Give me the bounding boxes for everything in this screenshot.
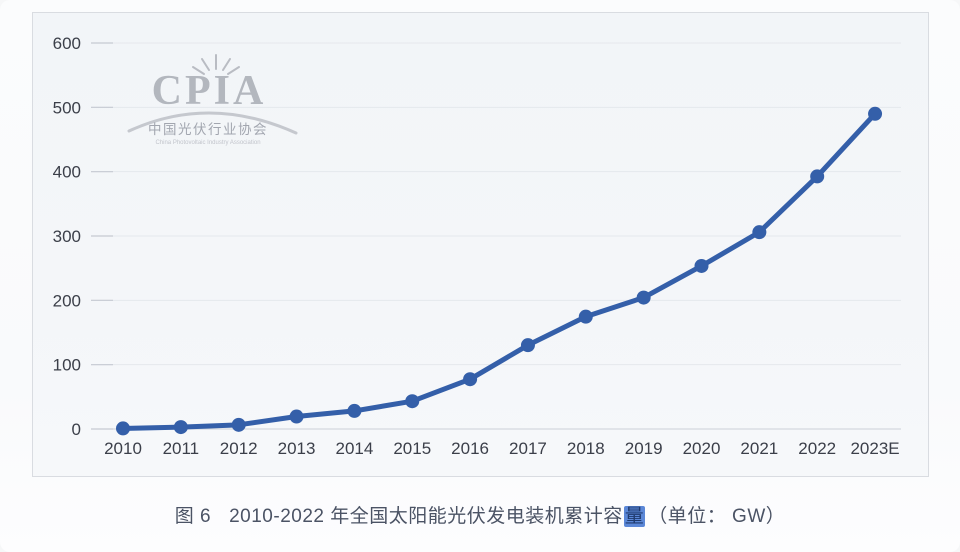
y-axis-tick-label: 600 xyxy=(53,34,81,53)
x-axis-tick-label: 2019 xyxy=(625,439,663,458)
data-point xyxy=(463,372,478,387)
data-point xyxy=(520,338,535,353)
y-axis-tick-label: 200 xyxy=(53,291,81,310)
x-axis-tick-label: 2010 xyxy=(104,439,142,458)
caption-title: 2010-2022 年全国太阳能光伏发电装机累计容 xyxy=(229,506,623,527)
y-axis-tick-label: 100 xyxy=(53,356,81,375)
x-axis-tick-label: 2023E xyxy=(850,439,899,458)
x-axis-tick-label: 2022 xyxy=(798,439,836,458)
y-axis-tick-label: 400 xyxy=(53,163,81,182)
data-point xyxy=(636,290,651,305)
line-chart: 0 100 200 300 400 500 600 2010 2011 2012 2013 2014 2… xyxy=(53,34,901,458)
caption-unit: （单位： GW） xyxy=(648,506,786,527)
y-axis-tick-label: 0 xyxy=(72,420,81,439)
data-point xyxy=(289,409,304,424)
caption-highlighted-char: 量 xyxy=(623,506,646,527)
data-point xyxy=(868,106,883,121)
data-point xyxy=(173,420,188,435)
x-axis-tick-label: 2021 xyxy=(740,439,778,458)
x-axis-tick-label: 2017 xyxy=(509,439,547,458)
data-point xyxy=(810,169,825,184)
x-axis-tick-label: 2013 xyxy=(278,439,316,458)
data-point xyxy=(752,225,767,240)
chart-panel: CPIA 中国光伏行业协会 China Photovoltaic Industr… xyxy=(32,12,929,477)
x-axis-tick-label: 2020 xyxy=(683,439,721,458)
y-axis-tick-label: 300 xyxy=(53,227,81,246)
data-point xyxy=(578,309,593,324)
x-axis-tick-label: 2016 xyxy=(451,439,489,458)
figure-number: 图 6 xyxy=(174,506,212,527)
x-axis-tick-label: 2014 xyxy=(335,439,373,458)
data-point xyxy=(694,258,709,273)
y-axis-tick-label: 500 xyxy=(53,98,81,117)
trend-line xyxy=(120,111,878,431)
figure-caption: 图 6 2010-2022 年全国太阳能光伏发电装机累计容量（单位： GW） xyxy=(0,501,960,528)
x-axis-tick-label: 2012 xyxy=(220,439,258,458)
data-point xyxy=(405,394,420,409)
data-point xyxy=(231,417,246,432)
x-axis-tick-label: 2011 xyxy=(163,439,200,458)
x-axis-tick-label: 2018 xyxy=(567,439,605,458)
data-point xyxy=(347,403,362,418)
data-point xyxy=(116,421,130,436)
x-axis-tick-label: 2015 xyxy=(393,439,431,458)
